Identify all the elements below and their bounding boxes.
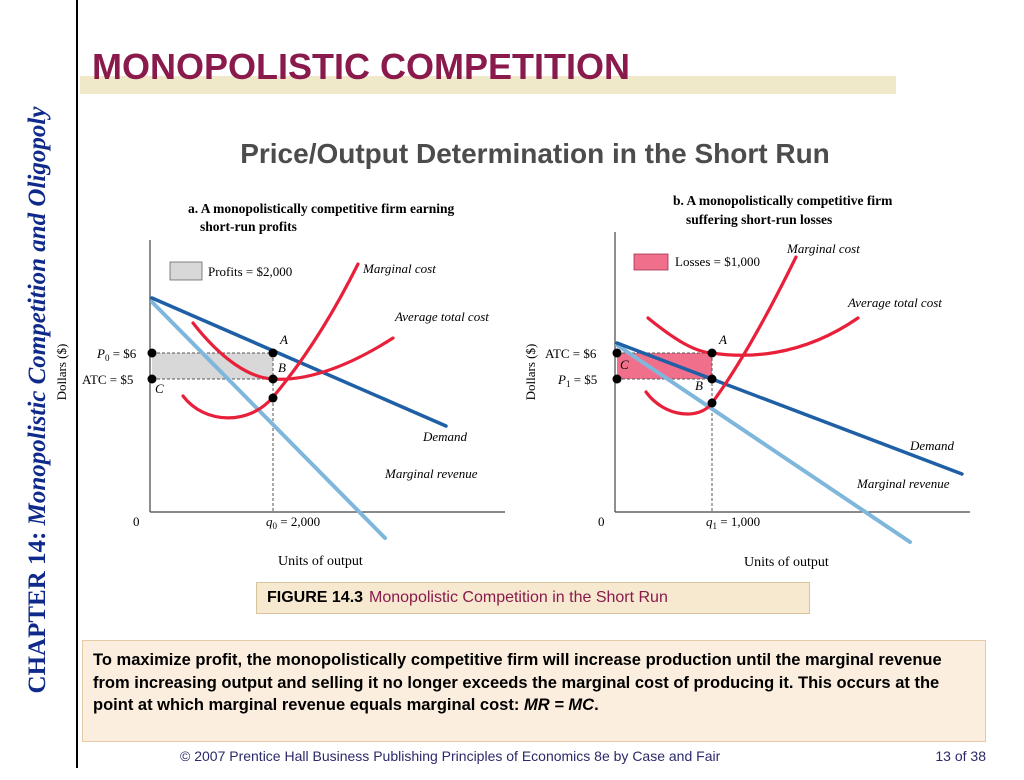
panel-b-x-axis-label: Units of output [744,555,829,570]
panel-a-atc-label: ATC = $5 [82,372,133,387]
panel-a-title-line1: a. A monopolistically competitive firm e… [188,201,454,216]
panel-a-mc-label: Marginal cost [362,261,436,276]
panel-a-label-a: A [279,332,288,347]
panel-b-atc-curve-label: Average total cost [847,295,942,310]
footer: © 2007 Prentice Hall Business Publishing… [80,748,1024,768]
panel-a-legend: Profits = $2,000 [208,264,292,279]
slide-title: MONOPOLISTIC COMPETITION [92,46,630,87]
panel-b-label-a: A [718,332,727,347]
panel-a-marginal-revenue-curve [150,300,387,540]
explanation-box: To maximize profit, the monopolistically… [82,640,986,742]
panel-b-legend: Losses = $1,000 [675,254,760,269]
explanation-text: To maximize profit, the monopolistically… [93,651,942,714]
figure-number: FIGURE 14.3 [267,589,364,606]
panel-b-price-dot [612,374,622,384]
slide-subtitle: Price/Output Determination in the Short … [240,138,830,169]
panel-a-mr-label: Marginal revenue [384,466,478,481]
panel-a-x-axis-label: Units of output [278,554,363,569]
panel-b-atc-label: ATC = $6 [545,346,597,361]
panel-a-label-b: B [278,360,286,375]
panel-b-demand-curve [615,341,964,476]
panel-b-demand-label: Demand [909,438,955,453]
panel-a-y-axis-label: Dollars ($) [54,344,69,401]
panel-b: b. A monopolistically competitive firm s… [523,193,970,570]
sidebar: CHAPTER 14: Monopolistic Competition and… [0,0,78,768]
panel-b-label-c: C [620,357,629,372]
panel-b-title-line2: suffering short-run losses [686,212,832,227]
panel-a: a. A monopolistically competitive firm e… [54,201,505,569]
panel-a-price-label: P0 = $6 [96,346,137,363]
panel-a-title-line2: short-run profits [200,219,297,234]
panel-b-marginal-revenue-curve [615,343,912,544]
panel-a-atc-curve-label: Average total cost [394,309,489,324]
panel-b-label-b: B [695,378,703,393]
panel-a-quantity-label: q0 = 2,000 [266,514,320,531]
explanation-formula: MR = MC [523,696,595,714]
panel-b-mr-mc-point [707,398,717,408]
panel-b-quantity-label: q1 = 1,000 [706,514,760,531]
panel-a-origin: 0 [133,514,140,529]
panel-a-point-b [268,374,278,384]
panel-b-atc-dot [612,348,622,358]
figure-caption-text: Monopolistic Competition in the Short Ru… [369,589,668,606]
page-number: 13 of 38 [935,748,986,764]
panel-b-atc-curve [646,316,860,357]
panel-a-point-a [268,348,278,358]
explanation-formula-end: . [594,696,599,714]
panel-b-point-a [707,348,717,358]
panel-a-price-dot [147,348,157,358]
figure-caption: FIGURE 14.3 Monopolistic Competition in t… [256,582,810,614]
panel-b-mc-label: Marginal cost [786,241,860,256]
panel-b-title-line1: b. A monopolistically competitive firm [673,193,893,208]
panel-b-origin: 0 [598,514,605,529]
title-underline-band [80,76,896,94]
panel-a-atc-dot [147,374,157,384]
panel-b-point-b [707,374,717,384]
panel-b-legend-swatch [633,253,669,271]
panel-b-y-axis-label: Dollars ($) [523,344,538,401]
panel-b-mc-curve [644,255,798,416]
panel-b-mr-label: Marginal revenue [856,476,950,491]
panel-a-label-c: C [155,381,164,396]
figure-diagram: a. A monopolistically competitive firm e… [54,193,970,570]
footer-credit: © 2007 Prentice Hall Business Publishing… [180,748,721,764]
panel-a-mr-mc-point [268,393,278,403]
panel-a-legend-swatch [169,261,203,281]
panel-b-price-label: P1 = $5 [557,372,597,389]
panel-a-demand-label: Demand [422,429,468,444]
